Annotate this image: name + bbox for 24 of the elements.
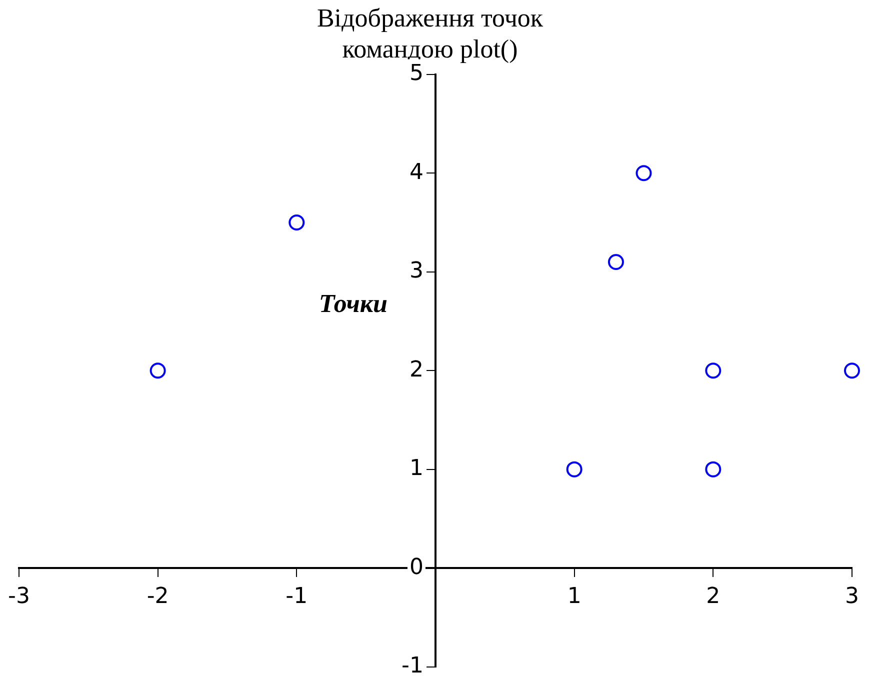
point (636, 165, 652, 182)
point (705, 362, 722, 379)
y-tick-label: 0 (409, 554, 424, 580)
x-tick-label: -3 (8, 584, 30, 609)
x-tick-label: 3 (845, 584, 859, 609)
point (150, 362, 166, 379)
y-axis-title: Точки (318, 289, 388, 318)
x-tick-label: -2 (146, 584, 169, 609)
y-tick-label: 2 (409, 357, 424, 382)
text: Відображення точок (316, 3, 544, 32)
point (608, 254, 624, 270)
text: командою plot() (342, 34, 518, 64)
point (288, 214, 305, 230)
x-tick-label: 1 (567, 584, 582, 609)
point (844, 362, 860, 379)
y-tick-label: 3 (409, 258, 424, 284)
point (705, 461, 722, 478)
y-tick-label: -1 (402, 654, 424, 679)
point (566, 461, 582, 478)
y-tick-label: 1 (409, 456, 424, 482)
y-tick-label: 4 (409, 160, 424, 185)
x-tick-label: 2 (706, 584, 720, 609)
x-tick-label: -1 (286, 584, 308, 609)
y-tick-label: 5 (409, 61, 424, 86)
